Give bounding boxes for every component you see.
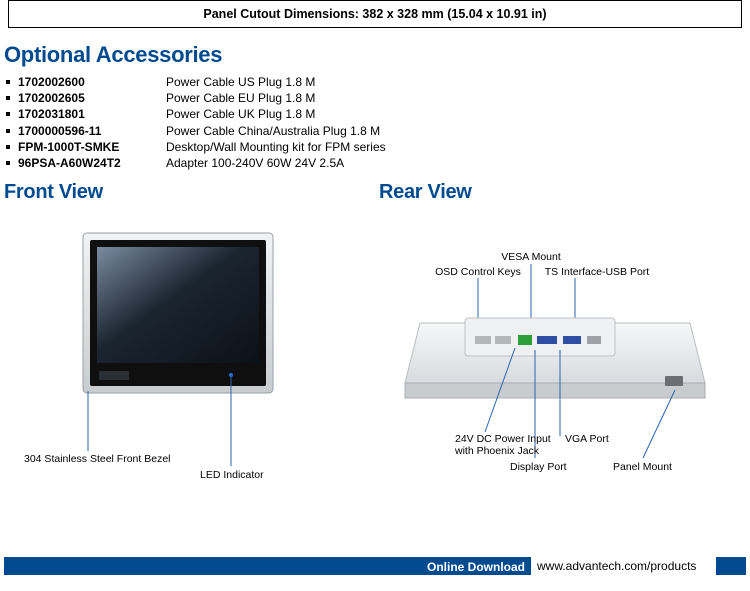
list-item: FPM-1000T-SMKEDesktop/Wall Mounting kit … <box>6 139 750 155</box>
footer-url-input[interactable] <box>531 557 716 575</box>
rear-view-diagram: VESA Mount OSD Control Keys TS Interface… <box>375 218 750 498</box>
part-number: 1702002605 <box>18 90 166 106</box>
list-item: 1702002600Power Cable US Plug 1.8 M <box>6 74 750 90</box>
part-number: 1702002600 <box>18 74 166 90</box>
front-label-led: LED Indicator <box>200 469 264 481</box>
rear-label-ts: TS Interface-USB Port <box>545 266 650 278</box>
cutout-text: Panel Cutout Dimensions: 382 x 328 mm (1… <box>203 7 546 21</box>
list-item: 1702002605Power Cable EU Plug 1.8 M <box>6 90 750 106</box>
rear-view: Rear View VESA Mount OSD Control Keys TS… <box>375 181 750 498</box>
part-desc: Power Cable US Plug 1.8 M <box>166 74 315 90</box>
footer-bar: Online Download <box>4 557 746 575</box>
rear-label-osd: OSD Control Keys <box>435 266 521 278</box>
list-item: 1702031801Power Cable UK Plug 1.8 M <box>6 106 750 122</box>
part-number: 1702031801 <box>18 106 166 122</box>
rear-label-power-l2: with Phoenix Jack <box>454 445 540 457</box>
rear-label-panel: Panel Mount <box>613 461 672 473</box>
part-desc: Power Cable EU Plug 1.8 M <box>166 90 315 106</box>
front-label-bezel: 304 Stainless Steel Front Bezel <box>24 453 171 465</box>
rear-label-vga: VGA Port <box>565 433 609 445</box>
part-desc: Power Cable China/Australia Plug 1.8 M <box>166 123 380 139</box>
part-number: 1700000596-11 <box>18 123 166 139</box>
rear-label-vesa: VESA Mount <box>501 251 561 263</box>
front-view-diagram: 304 Stainless Steel Front Bezel LED Indi… <box>0 218 375 498</box>
part-desc: Adapter 100-240V 60W 24V 2.5A <box>166 155 344 171</box>
cutout-box: Panel Cutout Dimensions: 382 x 328 mm (1… <box>8 0 742 28</box>
part-number: 96PSA-A60W24T2 <box>18 155 166 171</box>
list-item: 1700000596-11Power Cable China/Australia… <box>6 123 750 139</box>
footer-label: Online Download <box>421 558 531 574</box>
accessories-heading: Optional Accessories <box>4 42 750 68</box>
list-item: 96PSA-A60W24T2Adapter 100-240V 60W 24V 2… <box>6 155 750 171</box>
rear-view-title: Rear View <box>379 181 750 204</box>
rear-label-display: Display Port <box>510 461 567 473</box>
part-desc: Desktop/Wall Mounting kit for FPM series <box>166 139 386 155</box>
rear-label-power-l1: 24V DC Power Input <box>455 433 551 445</box>
front-view: Front View <box>0 181 375 498</box>
part-desc: Power Cable UK Plug 1.8 M <box>166 106 315 122</box>
front-view-title: Front View <box>4 181 375 204</box>
accessories-list: 1702002600Power Cable US Plug 1.8 M 1702… <box>6 74 750 171</box>
part-number: FPM-1000T-SMKE <box>18 139 166 155</box>
